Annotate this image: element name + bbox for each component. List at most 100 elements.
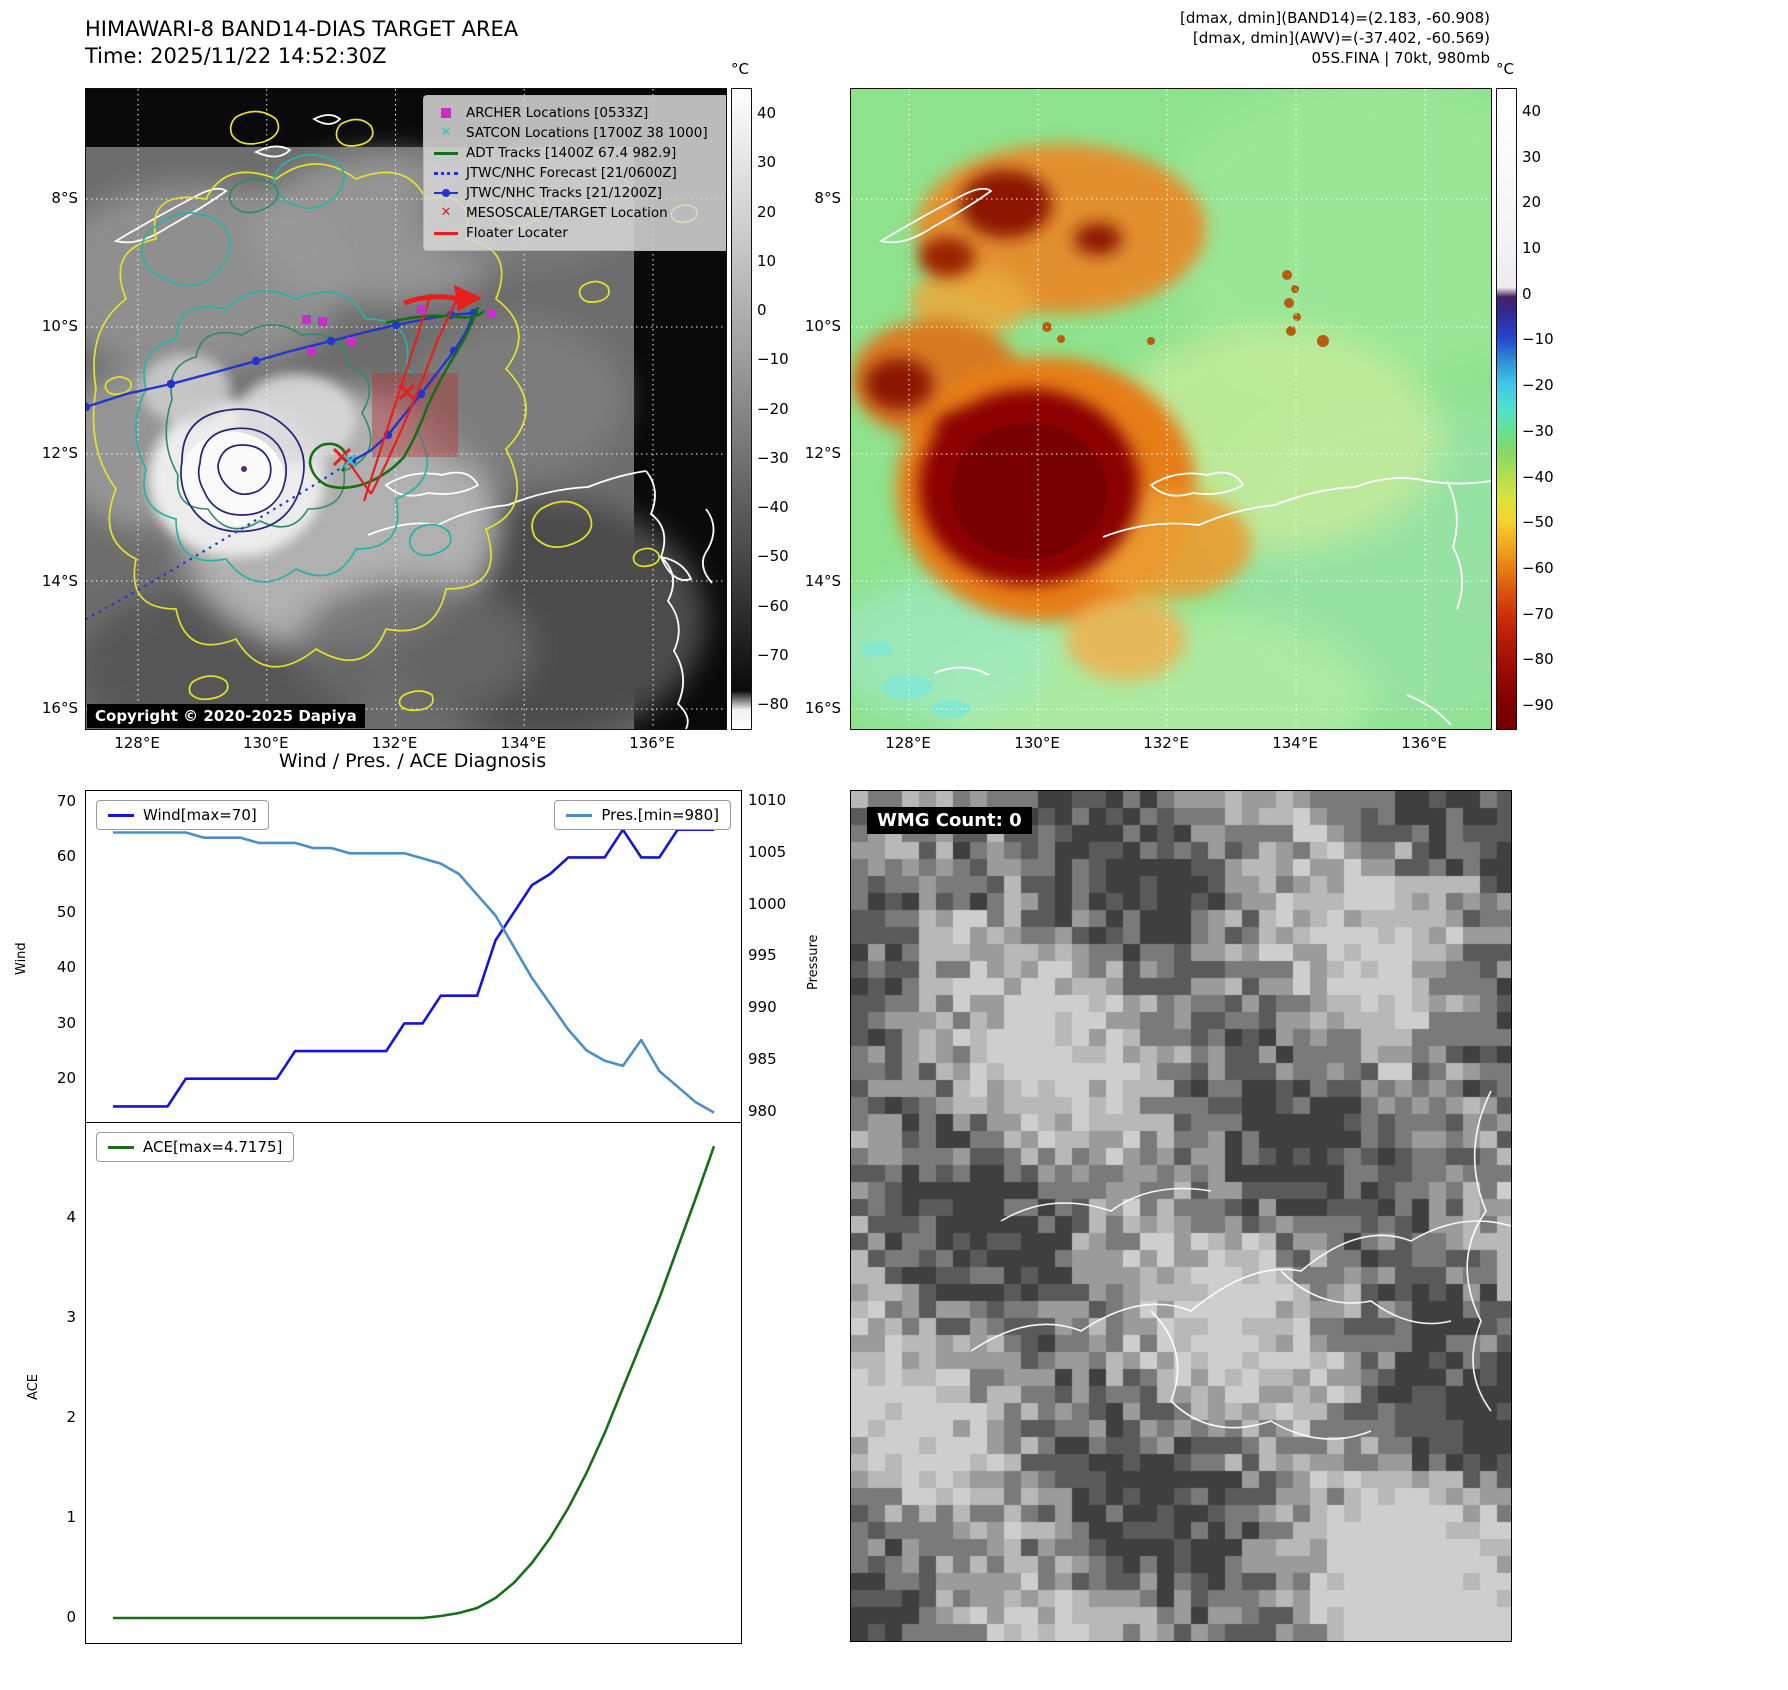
tick-label: 30 (1522, 147, 1542, 166)
tick-label: 132°E (371, 734, 418, 752)
awv-lat-ticks: 8°S 10°S 12°S 14°S 16°S (783, 189, 841, 717)
tick-label: −30 (757, 448, 789, 467)
tick-label: 3 (66, 1308, 76, 1326)
pressure-axis-label: Pressure (806, 934, 821, 990)
tick-label: 985 (748, 1050, 777, 1069)
tick-label: 20 (1522, 193, 1542, 212)
legend-marker-icon (433, 126, 459, 140)
tick-label: 12°S (804, 444, 841, 462)
tick-label: 12°S (41, 444, 78, 462)
band14-colorbar-unit: °C (731, 60, 749, 78)
tick-label: −60 (757, 596, 789, 615)
coastlines (113, 114, 715, 729)
tick-label: 0 (66, 1608, 76, 1626)
wind-pressure-chart: Wind[max=70] Pres.[min=980] (85, 790, 742, 1124)
wind-axis-label: Wind (14, 942, 29, 975)
tick-label: −10 (1522, 330, 1554, 349)
tick-label: 40 (1522, 102, 1542, 120)
tick-label: 20 (757, 202, 777, 221)
copyright-badge: Copyright © 2020-2025 Dapiya (87, 704, 365, 728)
tick-label: 136°E (1401, 734, 1447, 752)
tick-label: 980 (748, 1101, 777, 1120)
tick-label: 995 (748, 946, 777, 965)
stats-band14: [dmax, dmin](BAND14)=(2.183, -60.908) (1179, 9, 1490, 27)
tick-label: 50 (56, 902, 76, 921)
tick-label: −80 (1522, 650, 1554, 669)
ace-line-swatch (108, 1145, 134, 1149)
tick-label: −20 (757, 399, 789, 418)
legend-item-label: SATCON Locations [1700Z 38 1000] (466, 125, 708, 141)
awv-lon-ticks: 128°E 130°E 132°E 134°E 136°E (868, 734, 1464, 752)
tick-label: 128°E (114, 734, 160, 752)
wmg-count-badge: WMG Count: 0 (867, 807, 1032, 834)
band14-colorbar (731, 88, 752, 730)
wind-line-swatch (108, 813, 134, 817)
ace-chart: ACE[max=4.7175] (85, 1122, 742, 1644)
legend-item-label: MESOSCALE/TARGET Location (466, 205, 668, 221)
floater-line (403, 294, 459, 306)
tick-label: −60 (1522, 558, 1554, 577)
wind-series-line (113, 828, 714, 1108)
awv-colorbar-unit: °C (1496, 60, 1514, 78)
panel-title: HIMAWARI-8 BAND14-DIAS TARGET AREA (85, 17, 519, 41)
tick-label: 60 (56, 847, 76, 866)
band14-lon-ticks: 128°E 130°E 132°E 134°E 136°E (97, 734, 692, 752)
legend-item-label: ADT Tracks [1400Z 67.4 982.9] (466, 145, 677, 161)
band14-colorbar-ticks: 40 30 20 10 0 −10 −20 −30 −40 −50 −60 −70 −80 (757, 104, 797, 713)
pressure-series-line (113, 831, 715, 1114)
legend-item-label: JTWC/NHC Forecast [21/0600Z] (466, 165, 677, 181)
tick-label: 10 (757, 251, 777, 270)
tick-label: 8°S (51, 189, 78, 207)
ace-axis-label: ACE (26, 1374, 41, 1400)
tick-label: −20 (1522, 376, 1554, 395)
tick-label: −10 (757, 350, 789, 369)
tick-label: 40 (56, 958, 76, 977)
awv-panel-header: [dmax, dmin](BAND14)=(2.183, -60.908) [d… (900, 8, 1490, 68)
awv-satellite-image (851, 89, 1491, 729)
tick-label: 1000 (748, 894, 787, 913)
awv-colorbar-ticks: 40 30 20 10 0 −10 −20 −30 −40 −50 −60 −70 −80 −90 (1522, 102, 1562, 714)
tick-label: 10°S (41, 316, 78, 335)
ace-plot (113, 1145, 716, 1620)
legend-item: ADT Tracks [1400Z 67.4 982.9] (433, 143, 726, 163)
tick-label: 70 (56, 792, 76, 810)
tick-label: −40 (757, 498, 789, 516)
legend-item-label: JTWC/NHC Tracks [21/1200Z] (466, 185, 663, 201)
tick-label: 16°S (41, 699, 78, 717)
wind-legend: Wind[max=70] (96, 800, 269, 830)
panel-time: Time: 2025/11/22 14:52:30Z (85, 44, 387, 68)
legend-item: JTWC/NHC Forecast [21/0600Z] (433, 163, 726, 183)
wind-pressure-plot (113, 828, 715, 1114)
pressure-legend-label: Pres.[min=980] (601, 806, 719, 824)
wmg-pixel-image (851, 791, 1511, 1641)
legend-item-label: Floater Locater (466, 225, 568, 241)
band14-panel-header: HIMAWARI-8 BAND14-DIAS TARGET AREA Time:… (85, 16, 518, 70)
tick-label: 4 (66, 1208, 76, 1226)
tick-label: 1 (66, 1508, 76, 1526)
legend-marker-icon (433, 146, 459, 160)
diagnosis-title: Wind / Pres. / ACE Diagnosis (278, 750, 547, 772)
navy-contours (180, 408, 305, 533)
tick-label: 136°E (629, 734, 675, 752)
tick-label: 130°E (242, 734, 289, 752)
legend-item: SATCON Locations [1700Z 38 1000] (433, 123, 726, 143)
tick-label: 30 (56, 1013, 76, 1032)
tick-label: 40 (757, 104, 777, 122)
legend-marker-icon (433, 106, 459, 120)
legend-item-label: ARCHER Locations [0533Z] (466, 105, 649, 121)
tick-label: 1005 (748, 842, 787, 861)
tick-label: 1010 (748, 791, 787, 809)
tick-label: −70 (1522, 604, 1554, 623)
tick-label: 16°S (804, 699, 841, 717)
jtwc-track-line (86, 311, 475, 409)
floater-arrowhead (454, 285, 482, 311)
tick-label: −70 (757, 645, 789, 664)
satcon-x-marker (343, 454, 357, 468)
tick-label: −90 (1522, 695, 1554, 714)
tick-label: 132°E (1143, 734, 1189, 752)
pressure-axis-ticks: 1010 1005 1000 995 990 985 980 (748, 791, 794, 1120)
legend-item: ARCHER Locations [0533Z] (433, 103, 726, 123)
map-legend: ARCHER Locations [0533Z] SATCON Location… (423, 95, 726, 251)
ace-legend: ACE[max=4.7175] (96, 1132, 295, 1162)
pressure-legend: Pres.[min=980] (554, 800, 731, 830)
